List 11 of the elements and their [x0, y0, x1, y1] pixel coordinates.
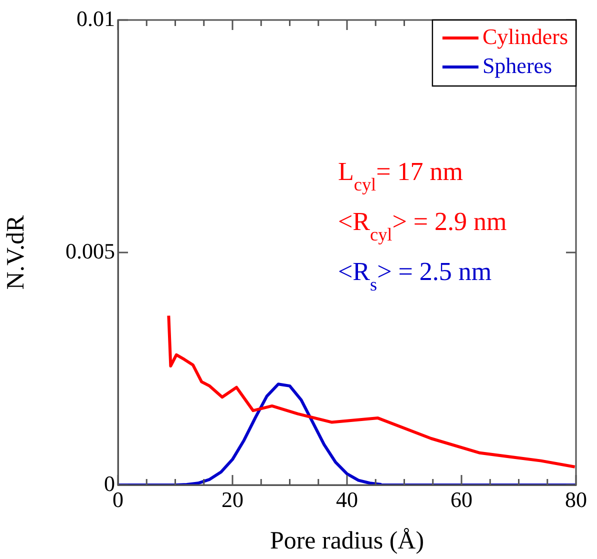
y-tick-label: 0: [104, 470, 115, 496]
x-axis-title: Pore radius (Å): [270, 528, 424, 555]
y-tick-label: 0.005: [66, 238, 115, 264]
y-tick-label: 0.01: [76, 6, 115, 31]
x-tick-label: 40: [336, 486, 358, 512]
legend-label: Spheres: [482, 52, 552, 78]
y-axis-title: N.V.dR: [2, 214, 30, 290]
x-tick-label: 80: [565, 486, 587, 512]
x-tick-label: 20: [222, 486, 244, 512]
x-tick-label: 60: [450, 486, 472, 512]
legend-label: Cylinders: [482, 24, 568, 49]
